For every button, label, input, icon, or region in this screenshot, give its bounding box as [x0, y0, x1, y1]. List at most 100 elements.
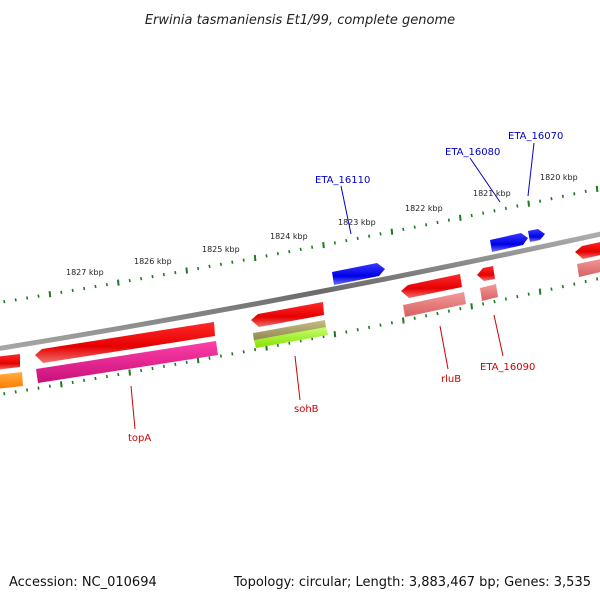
cog-block-eta16090 [480, 284, 498, 301]
outer-ring-tick [470, 213, 473, 218]
gene-label-sohb[interactable]: sohB [294, 404, 319, 415]
inner-ring-tick [447, 309, 450, 313]
outer-ring-tick [482, 211, 485, 215]
inner-ring-tick [219, 354, 222, 358]
inner-ring-tick [117, 372, 120, 377]
inner-ring-tick [596, 277, 599, 281]
outer-ring-tick [436, 220, 439, 225]
outer-ring-tick [356, 236, 359, 241]
inner-ring-tick [288, 341, 291, 345]
inner-ring-tick [37, 386, 40, 390]
outer-ring-tick [253, 254, 257, 262]
inner-ring-tick [561, 284, 564, 289]
gene-arrow-eta16110[interactable] [332, 263, 385, 285]
gene-label-eta16110[interactable]: ETA_16110 [315, 175, 370, 186]
cog-function-ring [0, 259, 600, 389]
gene-label-eta16070[interactable]: ETA_16070 [508, 131, 563, 142]
outer-ring-tick [288, 249, 291, 254]
outer-ring-tick [26, 296, 29, 300]
outer-ring-tick [493, 209, 496, 213]
outer-ring-tick [368, 234, 371, 238]
leader-line-eta16070 [527, 142, 535, 197]
outer-ring-tick [550, 197, 553, 201]
cog-block-sohb-a [253, 320, 326, 341]
outer-ring-tick [128, 278, 131, 283]
outer-ring-tick [162, 272, 165, 277]
inner-tick-ring [3, 277, 599, 396]
cog-block-rlub [403, 292, 466, 317]
inner-ring-tick [140, 368, 143, 373]
outer-ring-tick [413, 225, 416, 229]
gene-arrow-eta16080[interactable] [490, 233, 528, 252]
outer-ring-tick [539, 199, 542, 203]
inner-ring-tick [48, 384, 51, 388]
inner-ring-tick [584, 279, 587, 284]
cog-block-right-edge [577, 259, 600, 277]
scale-label-1824: 1824 kbp [270, 232, 308, 241]
inner-ring-tick [413, 316, 416, 320]
outer-ring-tick [71, 288, 74, 293]
inner-ring-tick [3, 392, 6, 396]
outer-ring-tick [584, 189, 587, 194]
leader-line-topa [130, 385, 136, 430]
inner-ring-tick [242, 350, 245, 354]
gene-arrow-topa[interactable] [35, 322, 215, 363]
inner-ring-tick [60, 381, 63, 388]
outer-ring-tick [105, 282, 108, 287]
gene-arrow-left-edge[interactable] [0, 354, 20, 370]
inner-ring-tick [254, 347, 257, 352]
outer-ring-tick [311, 245, 314, 249]
reverse-genes [0, 241, 600, 370]
outer-ring-tick [527, 200, 530, 207]
gene-arrow-right-edge[interactable] [575, 241, 600, 259]
gene-arrow-eta16090[interactable] [477, 266, 495, 281]
cog-block-sohb-b [254, 327, 328, 348]
outer-ring-tick [174, 270, 177, 275]
gene-label-eta16080[interactable]: ETA_16080 [445, 147, 500, 158]
forward-genes [332, 229, 545, 285]
leader-line-eta16110 [340, 185, 352, 235]
outer-ring-tick [94, 284, 97, 289]
inner-ring-tick [345, 330, 348, 334]
scale-label-1827: 1827 kbp [66, 268, 104, 277]
outer-ring-tick [48, 291, 52, 298]
outer-ring-tick [504, 206, 507, 211]
inner-ring-tick [185, 360, 188, 364]
outer-ring-tick [379, 232, 382, 236]
leader-line-rlub [439, 325, 449, 370]
inner-ring-tick [71, 380, 74, 385]
leader-line-sohb [294, 355, 301, 401]
inner-ring-tick [527, 292, 530, 296]
outer-ring-tick [516, 204, 519, 208]
inner-ring-tick [482, 302, 485, 306]
inner-ring-tick [425, 314, 428, 318]
outer-ring-tick [242, 258, 245, 262]
inner-ring-tick [196, 357, 200, 364]
outer-ring-tick [151, 274, 154, 279]
outer-ring-tick [60, 290, 63, 294]
outer-ring-tick [276, 252, 279, 256]
gene-arrow-eta16070[interactable] [528, 229, 545, 242]
cog-block-topa [36, 341, 218, 383]
gene-label-topa[interactable]: topA [128, 433, 151, 444]
inner-ring-tick [14, 390, 17, 394]
outer-ring-tick [140, 276, 143, 281]
outer-ring-tick [459, 214, 462, 221]
gene-label-eta16090[interactable]: ETA_16090 [480, 362, 535, 373]
gene-label-rlub[interactable]: rluB [441, 374, 461, 385]
inner-ring-tick [368, 325, 371, 330]
inner-ring-tick [516, 294, 519, 299]
gene-arrow-rlub[interactable] [401, 274, 462, 298]
inner-ring-tick [504, 297, 507, 301]
inner-ring-tick [83, 378, 86, 383]
outer-ring-tick [447, 218, 450, 222]
inner-ring-tick [470, 303, 473, 310]
gene-arrow-sohb[interactable] [251, 302, 324, 327]
inner-ring-tick [94, 376, 97, 381]
forward-gene-labels: ETA_16070 ETA_16080 ETA_16110 [315, 131, 563, 235]
outer-ring-tick [208, 264, 211, 269]
inner-ring-tick [550, 287, 553, 291]
scale-label-1823: 1823 kbp [338, 218, 376, 227]
cog-block-left-edge [0, 372, 23, 389]
